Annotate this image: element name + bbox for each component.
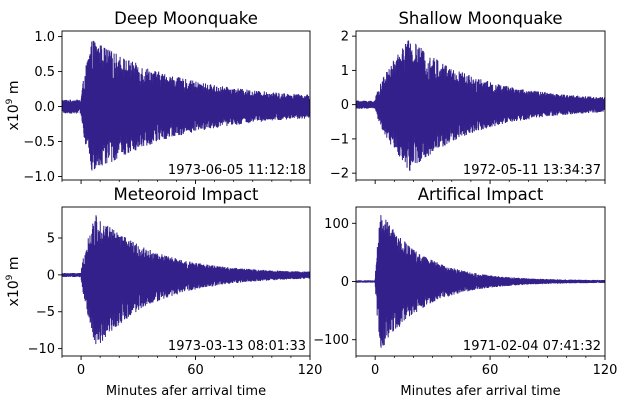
y-tick-label: −0.5 — [23, 135, 55, 150]
x-tick-label: 60 — [187, 363, 204, 378]
y-tick-label: 2 — [341, 30, 349, 45]
event-timestamp: 1973-03-13 08:01:33 — [168, 339, 306, 354]
event-timestamp: 1971-02-04 07:41:32 — [463, 339, 601, 354]
y-tick-label: −100 — [313, 333, 349, 348]
panel-title: Meteoroid Impact — [114, 185, 260, 204]
axes-frame — [61, 30, 311, 181]
y-tick-label: −1.0 — [23, 170, 55, 185]
axes-frame — [61, 206, 311, 357]
y-tick-label: 0 — [341, 275, 349, 290]
y-tick-label: 0 — [47, 268, 55, 283]
x-tick-label: 120 — [593, 363, 618, 378]
y-tick-label: 1.0 — [34, 30, 55, 45]
y-tick-label: −2 — [330, 167, 349, 182]
x-tick-label: 0 — [77, 363, 85, 378]
x-axis-label: Minutes afer arrival time — [400, 384, 560, 399]
y-axis-label: x109 m — [5, 81, 22, 131]
panel-meteoroid-impact: −10 −5 0 5 0 60 120 Meteoroid Impact 1973-03-13 … — [5, 185, 322, 399]
x-tick-label: 0 — [371, 363, 379, 378]
x-tick-label: 120 — [298, 363, 323, 378]
panel-shallow-moonquake: −2 −1 0 1 2 Shallow Moonquake 1972-05-11 13:34… — [330, 9, 606, 184]
y-tick-label: 0.0 — [34, 100, 55, 115]
panel-deep-moonquake: −1.0 −0.5 0.0 0.5 1.0 Deep Moonquake 1973-06-0… — [5, 9, 311, 185]
seismogram-trace — [62, 40, 310, 171]
y-tick-label: 100 — [324, 217, 349, 232]
panel-artifical-impact: −100 0 100 0 60 120 Artifical Impact 1971-02-04… — [313, 185, 617, 399]
y-tick-label: −5 — [36, 305, 55, 320]
x-axis-label: Minutes afer arrival time — [106, 384, 266, 399]
y-tick-label: 0.5 — [34, 65, 55, 80]
panel-title: Artifical Impact — [418, 185, 544, 204]
x-tick-label: 60 — [482, 363, 499, 378]
seismogram-trace — [356, 40, 605, 171]
y-tick-label: 0 — [341, 98, 349, 113]
y-tick-label: −1 — [330, 132, 349, 147]
y-tick-label: 5 — [47, 231, 55, 246]
event-timestamp: 1972-05-11 13:34:37 — [463, 163, 601, 178]
panel-title: Shallow Moonquake — [398, 9, 562, 28]
panel-title: Deep Moonquake — [114, 9, 258, 28]
event-timestamp: 1973-06-05 11:12:18 — [168, 163, 306, 178]
y-tick-label: −10 — [28, 342, 55, 357]
seismogram-trace — [62, 215, 310, 345]
y-axis-label: x109 m — [5, 257, 22, 307]
y-tick-label: 1 — [341, 64, 349, 79]
seismogram-trace — [356, 215, 605, 348]
axes-frame — [355, 30, 606, 181]
